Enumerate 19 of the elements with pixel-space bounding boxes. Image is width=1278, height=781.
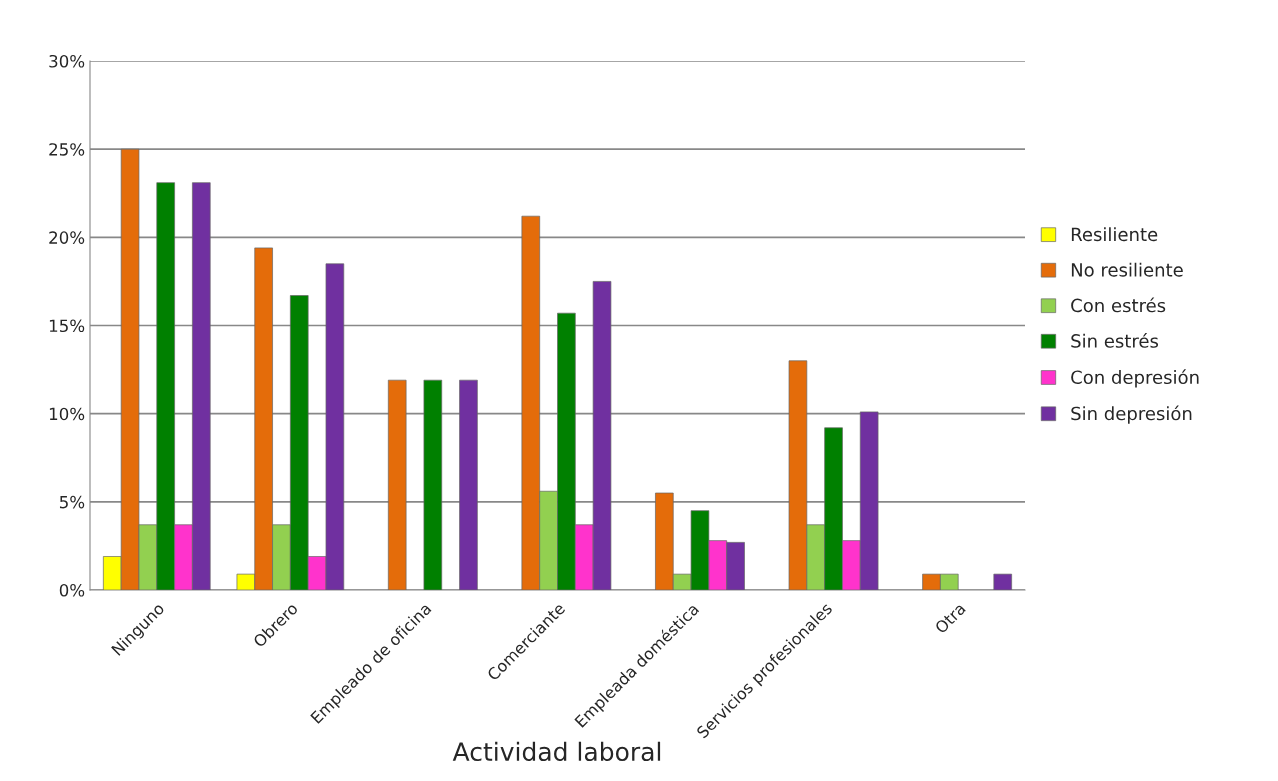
legend-label: Sin estrés [1071, 333, 1159, 348]
y-tick-label: 5% [59, 495, 85, 509]
legend-label: Resiliente [1071, 227, 1158, 242]
y-tick-label: 10% [49, 407, 85, 421]
y-tick-label: 15% [49, 319, 85, 333]
y-tick-label: 0% [59, 583, 85, 597]
y-tick-label: 25% [49, 143, 85, 156]
x-axis-title: Actividad laboral [452, 741, 661, 762]
legend-label: No resiliente [1071, 262, 1183, 277]
legend-label: Con estrés [1071, 297, 1166, 313]
y-tick-label: 20% [49, 231, 85, 244]
bar [387, 379, 407, 590]
legend-label: Con depresión [1071, 369, 1199, 388]
y-tick-label: 30% [49, 54, 85, 68]
x-tick-label: Otra [934, 602, 966, 635]
bar [423, 379, 443, 590]
legend-label: Sin depresión [1071, 405, 1192, 424]
bar [993, 573, 1012, 590]
bar [459, 379, 478, 590]
